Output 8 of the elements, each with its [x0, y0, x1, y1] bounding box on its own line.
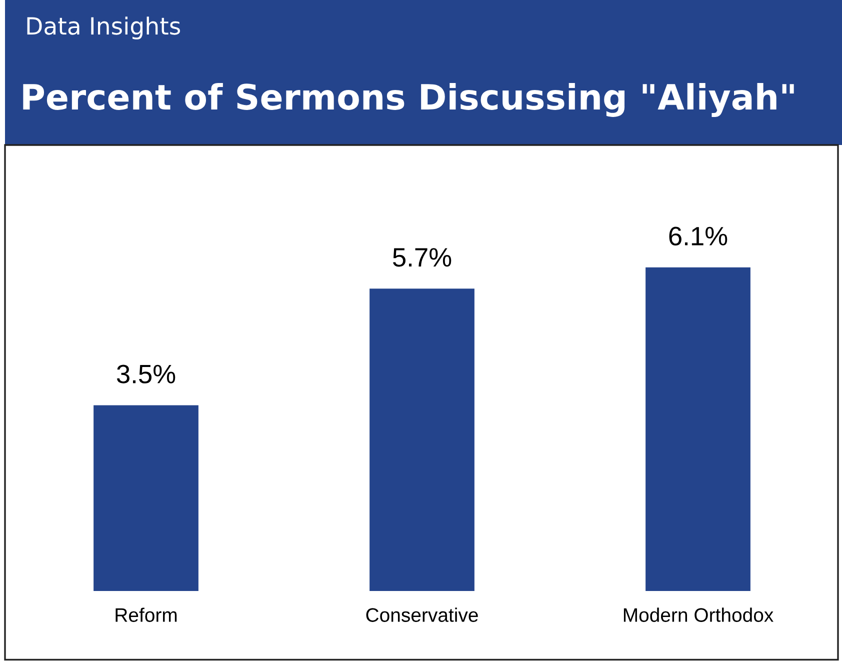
x-tick-label: Conservative — [366, 608, 478, 622]
data-label: 6.1% — [669, 226, 728, 246]
chart-title: Percent of Sermons Discussing "Aliyah" — [23, 83, 794, 117]
data-label: 3.5% — [116, 364, 176, 384]
x-tick-label: Modern Orthodox — [624, 608, 774, 622]
x-tick-label: Reform — [116, 608, 177, 622]
chart-subtitle: Data Insights — [27, 16, 180, 40]
data-label: 5.7% — [392, 248, 452, 267]
